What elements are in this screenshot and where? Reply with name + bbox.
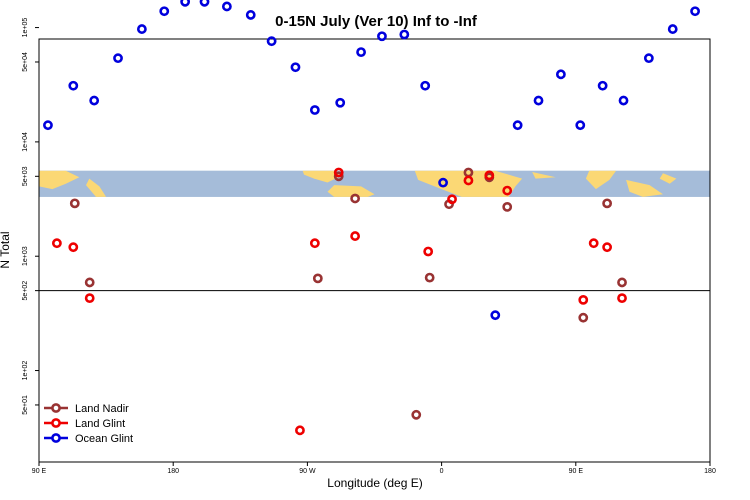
legend-marker-ocean-glint: [51, 433, 61, 443]
ocean-glint-point: [89, 95, 100, 106]
land-shape-0: [39, 170, 80, 190]
ocean-glint-point: [575, 120, 586, 131]
plot-frame: [38, 38, 711, 463]
land-shape-2: [302, 170, 341, 183]
ocean-glint-point: [490, 310, 501, 321]
chart-title: 0-15N July (Ver 10) Inf to -Inf: [275, 13, 478, 30]
x-tick-label: 90 E: [32, 468, 47, 475]
land-nadir-point: [602, 198, 613, 209]
y-tick-label: 5e+02: [22, 281, 29, 301]
x-axis-label: Longitude (deg E): [327, 476, 422, 490]
land-nadir-point: [578, 312, 589, 323]
y-axis: 5e+01 1e+02 5e+02 1e+03 5e+03 1e+04 5e+04 1e+05: [22, 18, 39, 415]
land-glint-point: [484, 170, 495, 181]
ocean-glint-point: [221, 1, 232, 12]
x-tick-label: 0: [440, 468, 444, 475]
ocean-glint-point: [180, 0, 191, 7]
ocean-glint-point: [512, 120, 523, 131]
land-glint-point: [333, 167, 344, 178]
land-glint-point: [309, 238, 320, 249]
x-tick-label: 180: [167, 468, 179, 475]
land-shape-5: [532, 172, 556, 179]
ocean-glint-point: [159, 6, 170, 17]
land-nadir-point: [84, 277, 95, 288]
land-nadir-point: [312, 273, 323, 284]
land-nadir-point: [69, 198, 80, 209]
y-tick-label: 5e+01: [22, 395, 29, 415]
ocean-glint-point: [136, 24, 147, 34]
land-glint-point: [447, 194, 457, 205]
y-tick-label: 1e+04: [22, 132, 29, 152]
world-map-band: [39, 170, 710, 197]
land-glint-point: [350, 231, 361, 241]
x-tick-label: 90 W: [299, 468, 316, 475]
ocean-glint-point: [399, 29, 410, 40]
land-shape-3: [327, 185, 375, 197]
ocean-glint-point: [68, 80, 79, 91]
legend-label-land-glint: Land Glint: [75, 418, 125, 430]
data-points: [43, 0, 700, 436]
ocean-glint-point: [356, 47, 366, 58]
ocean-glint-point: [438, 177, 448, 188]
ocean-glint-point: [667, 24, 678, 34]
land-nadir-point: [617, 277, 627, 288]
ocean-glint-point: [377, 31, 387, 42]
land-glint-point: [502, 185, 513, 196]
land-glint-point: [602, 242, 613, 253]
x-axis: 90 E 180 90 W 0 90 E 180: [32, 462, 716, 475]
ocean-glint-point: [420, 80, 431, 91]
land-glint-point: [423, 246, 434, 257]
land-shape-7: [626, 179, 663, 197]
ocean-glint-point: [335, 97, 346, 108]
land-shape-1: [86, 178, 107, 197]
land-glint-point: [51, 238, 62, 249]
land-glint-point: [578, 294, 589, 305]
land-nadir-point: [411, 409, 422, 420]
ocean-glint-point: [199, 0, 210, 7]
x-tick-label: 180: [704, 468, 716, 475]
land-glint-point: [68, 242, 79, 253]
land-nadir-point: [333, 171, 344, 182]
land-shape-6: [585, 170, 617, 190]
land-nadir-point: [424, 272, 435, 283]
ocean-glint-point: [113, 53, 123, 64]
x-tick-label: 90 E: [569, 468, 584, 475]
ocean-glint-point: [643, 53, 654, 64]
land-glint-point: [588, 238, 599, 249]
legend-label-ocean-glint: Ocean Glint: [75, 433, 133, 445]
y-tick-label: 1e+03: [22, 246, 29, 266]
y-tick-label: 5e+03: [22, 166, 29, 186]
land-glint-point: [463, 175, 474, 186]
ocean-glint-point: [597, 80, 608, 91]
ocean-glint-point: [533, 95, 544, 106]
land-glint-point: [84, 293, 95, 304]
ocean-glint-point: [245, 10, 256, 20]
y-tick-label: 1e+02: [22, 361, 29, 381]
ocean-glint-point: [266, 36, 277, 47]
land-shape-8: [659, 173, 677, 184]
ocean-glint-point: [555, 69, 566, 80]
ocean-glint-point: [618, 95, 629, 106]
land-nadir-point: [502, 202, 513, 212]
ocean-glint-point: [290, 62, 301, 73]
legend-marker-land-nadir: [51, 403, 61, 413]
land-nadir-point: [350, 193, 361, 204]
ocean-glint-point: [43, 120, 53, 131]
y-tick-label: 5e+04: [22, 52, 29, 72]
land-glint-point: [295, 425, 305, 436]
legend-label-land-nadir: Land Nadir: [75, 403, 129, 415]
legend-marker-land-glint: [51, 418, 61, 428]
y-axis-label: N Total: [0, 231, 12, 268]
land-glint-point: [617, 293, 627, 304]
legend: Land Nadir Land Glint Ocean Glint: [44, 403, 133, 445]
ocean-glint-point: [690, 6, 700, 17]
ocean-glint-point: [309, 105, 320, 115]
y-tick-label: 1e+05: [22, 18, 29, 38]
